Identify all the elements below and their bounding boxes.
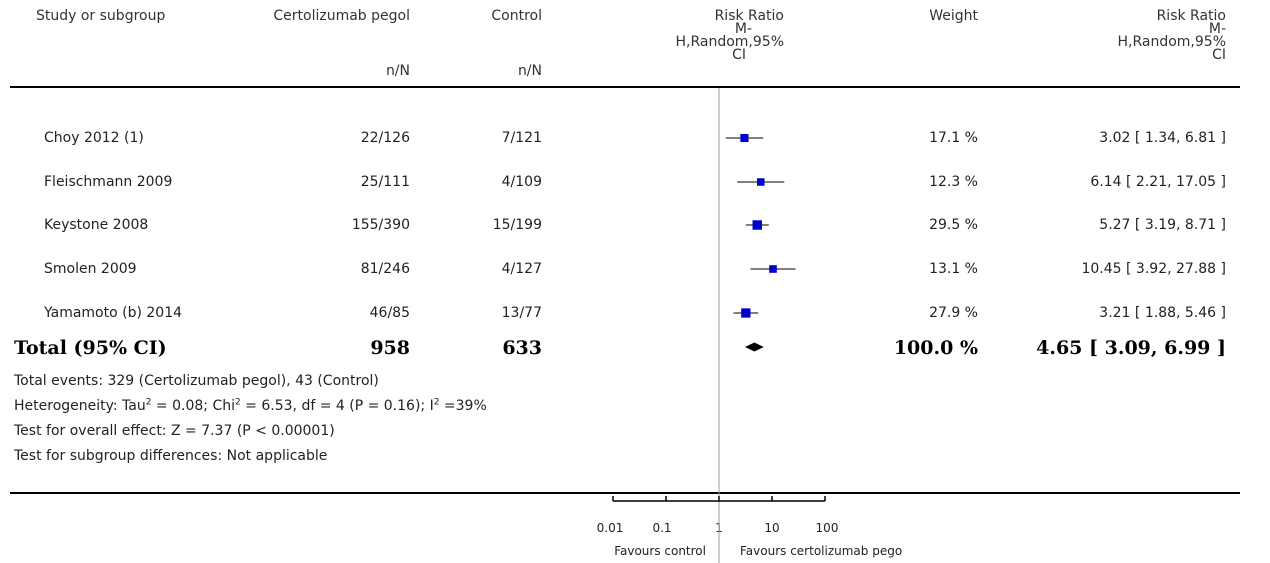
study-marker (769, 265, 777, 273)
study-marker (740, 134, 748, 142)
study-marker (753, 220, 762, 229)
study-marker (757, 178, 765, 186)
pooled-diamond (745, 343, 764, 352)
study-marker (741, 308, 750, 317)
